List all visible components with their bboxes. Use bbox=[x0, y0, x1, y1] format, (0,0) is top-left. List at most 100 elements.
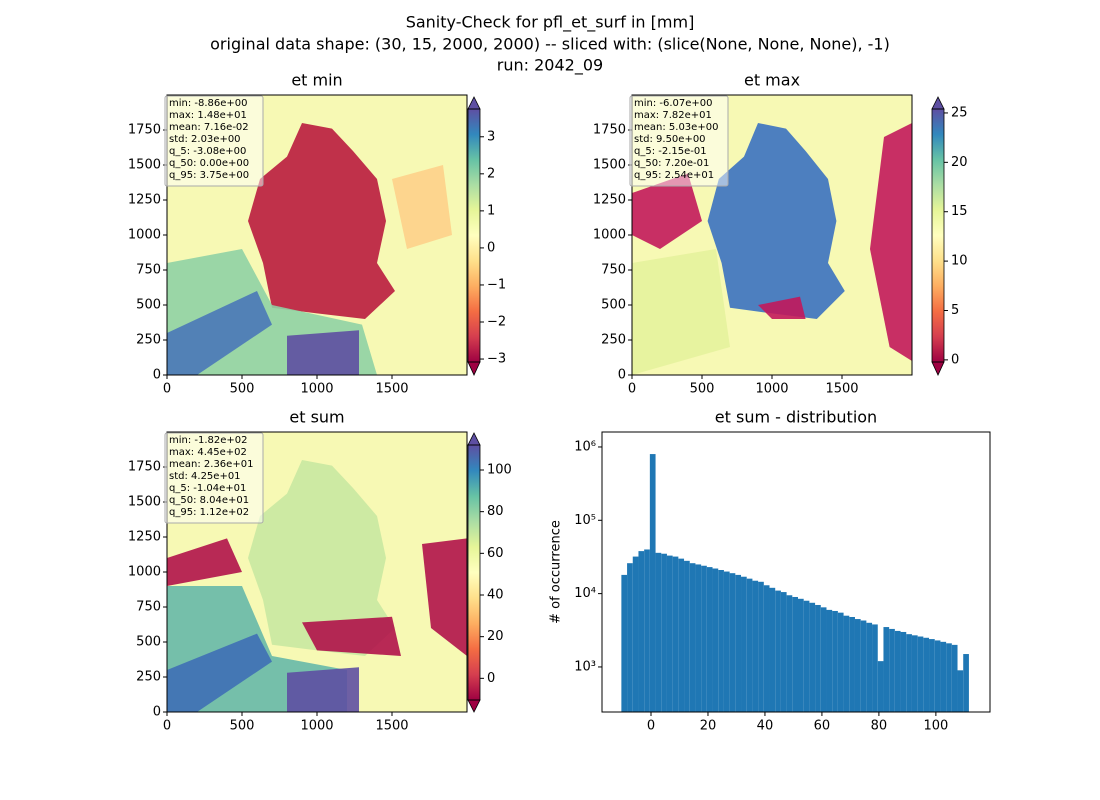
stats-line: std: 4.25e+01 bbox=[169, 471, 241, 482]
histogram-bar bbox=[723, 571, 730, 712]
y-tick-label: 10³ bbox=[574, 659, 596, 674]
colorbar-tick-label: 2 bbox=[487, 166, 495, 181]
x-tick-label: 0 bbox=[628, 382, 636, 397]
histogram-bar bbox=[872, 624, 878, 712]
heatmap-region bbox=[167, 538, 242, 586]
histogram-bar bbox=[780, 592, 787, 712]
x-tick-label: 1500 bbox=[825, 382, 858, 397]
histogram-bar bbox=[735, 574, 742, 712]
histogram-bar bbox=[672, 556, 679, 712]
x-tick-label: 100 bbox=[923, 719, 948, 734]
histogram-bar bbox=[655, 552, 662, 712]
x-tick-label: 500 bbox=[230, 719, 255, 734]
stats-line: mean: 2.36e+01 bbox=[169, 459, 253, 470]
suptitle: run: 2042_09 bbox=[497, 56, 603, 76]
y-tick-label: 0 bbox=[153, 705, 161, 720]
subplot-title: et sum bbox=[289, 408, 344, 427]
histogram-bar bbox=[758, 581, 764, 712]
histogram-bar bbox=[666, 555, 673, 712]
stats-box-frame bbox=[164, 432, 264, 524]
axes-frame bbox=[631, 94, 913, 376]
subplot-title: et max bbox=[744, 71, 800, 90]
heatmap-region bbox=[167, 633, 272, 712]
stats-line: min: -1.82e+02 bbox=[169, 435, 248, 446]
y-tick-label: 1250 bbox=[593, 193, 626, 208]
y-tick-label: 10⁶ bbox=[574, 439, 596, 454]
histogram-bar bbox=[741, 576, 747, 712]
axes-frame bbox=[166, 94, 468, 376]
y-tick-label: 1250 bbox=[128, 530, 161, 545]
histogram-bar bbox=[889, 628, 895, 712]
y-tick-label: 750 bbox=[136, 263, 161, 278]
colorbar-tick-label: 0 bbox=[951, 352, 959, 367]
subplot-title: et sum - distribution bbox=[715, 408, 877, 427]
histogram-bar bbox=[769, 587, 776, 712]
y-tick-label: 1750 bbox=[593, 123, 626, 138]
stats-line: mean: 5.03e+00 bbox=[634, 122, 718, 133]
stats-line: min: -8.86e+00 bbox=[169, 98, 248, 109]
suptitle: original data shape: (30, 15, 2000, 2000… bbox=[210, 35, 890, 54]
y-tick-label: 1500 bbox=[593, 158, 626, 173]
colorbar-tick-label: 3 bbox=[487, 129, 495, 144]
y-tick-label: 1500 bbox=[128, 158, 161, 173]
stats-line: max: 1.48e+01 bbox=[169, 110, 247, 121]
y-tick-label: 250 bbox=[136, 333, 161, 348]
suptitle: Sanity-Check for pfl_et_surf in [mm] bbox=[406, 13, 695, 33]
stats-line: max: 4.45e+02 bbox=[169, 447, 247, 458]
stats-line: std: 2.03e+00 bbox=[169, 134, 241, 145]
heatmap-region bbox=[248, 123, 395, 319]
histogram-bar bbox=[712, 568, 719, 712]
x-tick-label: 80 bbox=[871, 719, 888, 734]
colorbar-tick-label: 20 bbox=[951, 155, 968, 170]
stats-line: q_5: -2.15e-01 bbox=[634, 146, 707, 157]
y-tick-label: 1250 bbox=[128, 193, 161, 208]
heatmap-region bbox=[167, 291, 272, 375]
stats-line: mean: 7.16e-02 bbox=[169, 122, 249, 133]
colorbar-tick-label: 25 bbox=[951, 105, 968, 120]
y-tick-label: 1000 bbox=[128, 228, 161, 243]
stats-line: min: -6.07e+00 bbox=[634, 98, 713, 109]
histogram-bar bbox=[718, 569, 724, 712]
colorbar-frame bbox=[467, 444, 481, 701]
y-tick-label: 500 bbox=[136, 298, 161, 313]
colorbar-tick-label: 15 bbox=[951, 204, 968, 219]
colorbar-tick-label: 0 bbox=[487, 671, 495, 686]
histogram-bar bbox=[706, 567, 713, 712]
histogram-bar bbox=[809, 602, 816, 712]
x-tick-label: 20 bbox=[700, 719, 717, 734]
histogram-bar bbox=[923, 637, 930, 712]
histogram-bar bbox=[678, 558, 685, 712]
colorbar-tick-label: 40 bbox=[487, 588, 504, 603]
y-tick-label: 1750 bbox=[128, 123, 161, 138]
histogram-bar bbox=[911, 635, 918, 712]
histogram-bar bbox=[797, 598, 804, 712]
histogram-bar bbox=[826, 609, 833, 712]
colorbar-tick-label: −2 bbox=[487, 314, 506, 329]
x-tick-label: 1000 bbox=[300, 382, 333, 397]
x-tick-label: 500 bbox=[230, 382, 255, 397]
colorbar-extend bbox=[467, 432, 481, 446]
heatmap-region bbox=[422, 538, 467, 656]
x-tick-label: 1500 bbox=[375, 382, 408, 397]
y-tick-label: 0 bbox=[153, 368, 161, 383]
histogram-bar bbox=[849, 616, 855, 712]
heatmap-region bbox=[392, 165, 452, 249]
histogram-bar bbox=[689, 563, 696, 712]
histogram-bar bbox=[661, 553, 667, 712]
histogram-bar bbox=[906, 634, 912, 712]
heatmap-region bbox=[758, 296, 806, 319]
histogram-bar bbox=[729, 573, 736, 712]
histogram-bar bbox=[934, 640, 941, 712]
histogram-bar bbox=[843, 615, 850, 712]
colorbar-extend bbox=[467, 361, 481, 376]
y-tick-label: 1750 bbox=[128, 460, 161, 475]
heatmap-region bbox=[302, 616, 401, 656]
histogram-bar bbox=[900, 631, 907, 712]
y-tick-label: 750 bbox=[601, 263, 626, 278]
y-tick-label: 1000 bbox=[593, 228, 626, 243]
y-tick-label: 250 bbox=[601, 333, 626, 348]
y-tick-label: 0 bbox=[618, 368, 626, 383]
histogram-bar bbox=[946, 643, 952, 712]
y-tick-label: 1000 bbox=[128, 565, 161, 580]
